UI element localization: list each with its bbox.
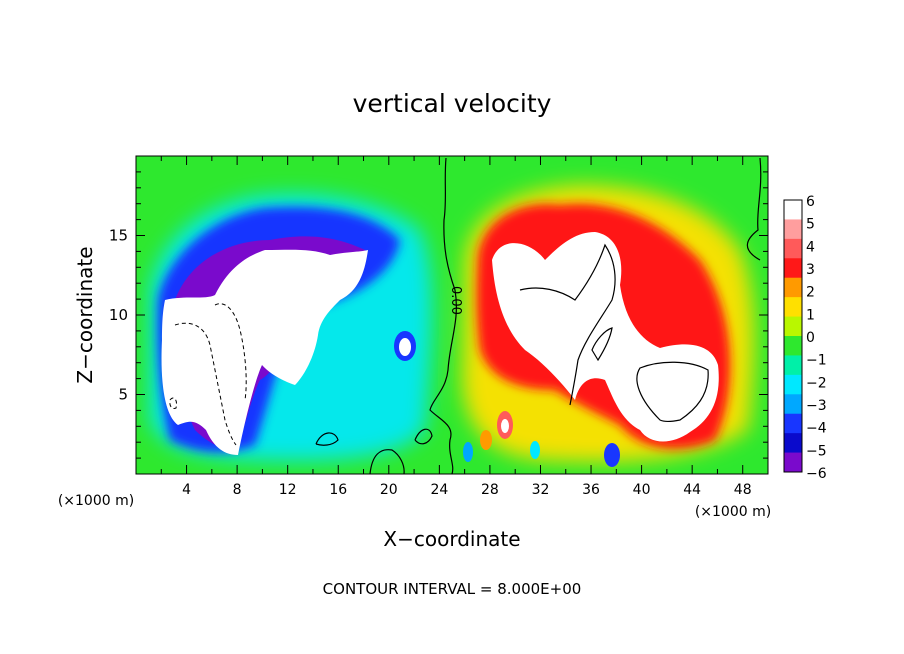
plot-area: 0.00 — [136, 156, 768, 474]
colorbar-swatch — [784, 238, 802, 259]
colorbar-swatch — [784, 355, 802, 376]
colorbar-label: −4 — [806, 421, 827, 437]
colorbar-label: 1 — [806, 307, 815, 323]
colorbar-label: −1 — [806, 353, 827, 369]
negative-contour-2 — [214, 303, 247, 401]
colorbar-label: −3 — [806, 398, 827, 414]
downdraft-inner-core — [161, 249, 368, 455]
colorbar-label: 5 — [806, 217, 815, 233]
field-shapes — [150, 185, 755, 467]
y-tick-label: 10 — [109, 306, 128, 324]
contour-lines — [315, 157, 762, 474]
x-tick-label: 20 — [380, 482, 398, 498]
colorbar-swatch — [784, 219, 802, 240]
x-tick-label: 24 — [430, 482, 448, 498]
negative-contour-1 — [174, 322, 237, 446]
y-tick-labels: 5 10 15 — [109, 227, 128, 404]
y-tick-label: 5 — [118, 386, 128, 404]
colorbar-swatch — [784, 452, 802, 473]
dashed-contours — [169, 303, 247, 446]
colorbar-label: −2 — [806, 375, 827, 391]
colorbar-swatch — [784, 374, 802, 395]
colorbar — [783, 199, 803, 473]
contour-label: 0.00 — [448, 286, 463, 315]
colorbar-label: 3 — [806, 262, 815, 278]
downdraft-spot-1 — [604, 443, 620, 467]
x-tick-labels: 4 8 12 16 20 24 28 32 36 40 44 48 — [182, 482, 752, 498]
x-tick-label: 40 — [633, 482, 651, 498]
x-tick-label: 48 — [734, 482, 752, 498]
zero-contour — [429, 157, 457, 474]
downdraft-spot-3 — [530, 441, 540, 459]
zero-contour-right — [746, 157, 762, 261]
colorbar-swatch — [784, 336, 802, 356]
updraft-contour-right — [636, 361, 709, 423]
colorbar-label: 0 — [806, 330, 815, 346]
colorbar-label: 2 — [806, 285, 815, 301]
colorbar-swatch — [784, 413, 802, 434]
x-tick-label: 28 — [481, 482, 499, 498]
x-tick-label: 36 — [582, 482, 600, 498]
surface-contour-3 — [414, 428, 433, 445]
axis-ticks — [136, 156, 768, 474]
colorbar-swatch — [784, 258, 802, 279]
colorbar-label: −6 — [806, 466, 827, 482]
y-tick-label: 15 — [109, 227, 128, 245]
negative-contour-3 — [169, 397, 177, 409]
x-tick-label: 12 — [279, 482, 297, 498]
colorbar-swatch — [784, 277, 802, 298]
x-tick-label: 32 — [532, 482, 550, 498]
colorbar-frame — [783, 199, 803, 473]
x-tick-label: 16 — [329, 482, 347, 498]
colorbar-swatch — [784, 316, 802, 337]
colorbar-swatch — [784, 433, 802, 454]
x-tick-label: 8 — [233, 482, 242, 498]
downdraft-spot-2 — [463, 442, 473, 462]
updraft-contour — [519, 243, 616, 406]
colorbar-swatch — [784, 297, 802, 318]
updraft-bubble-2 — [480, 430, 492, 450]
downdraft-secondary-inner — [399, 338, 411, 356]
surface-contour-2 — [369, 449, 405, 474]
x-tick-label: 44 — [683, 482, 701, 498]
x-axis-label: X−coordinate — [383, 527, 520, 551]
colorbar-label: −5 — [806, 443, 827, 459]
x-tick-label: 4 — [182, 482, 191, 498]
colorbar-swatch — [784, 200, 802, 220]
updraft-contour-small — [591, 327, 613, 362]
contour-interval-note: CONTOUR INTERVAL = 8.000E+00 — [323, 580, 582, 598]
updraft-inner-core — [492, 232, 719, 442]
surface-contour-1 — [315, 432, 339, 446]
colorbar-label: 6 — [806, 194, 815, 210]
chart-title: vertical velocity — [353, 89, 552, 118]
colorbar-swatch — [784, 394, 802, 415]
colorbar-labels: 6 5 4 3 2 1 0 −1 −2 −3 −4 −5 −6 — [806, 194, 827, 482]
updraft-bubble-1-core — [501, 419, 509, 433]
y-axis-label: Z−coordinate — [73, 246, 97, 383]
x-unit-right: (×1000 m) — [695, 504, 771, 520]
colorbar-label: 4 — [806, 239, 815, 255]
x-unit-left: (×1000 m) — [58, 493, 134, 509]
